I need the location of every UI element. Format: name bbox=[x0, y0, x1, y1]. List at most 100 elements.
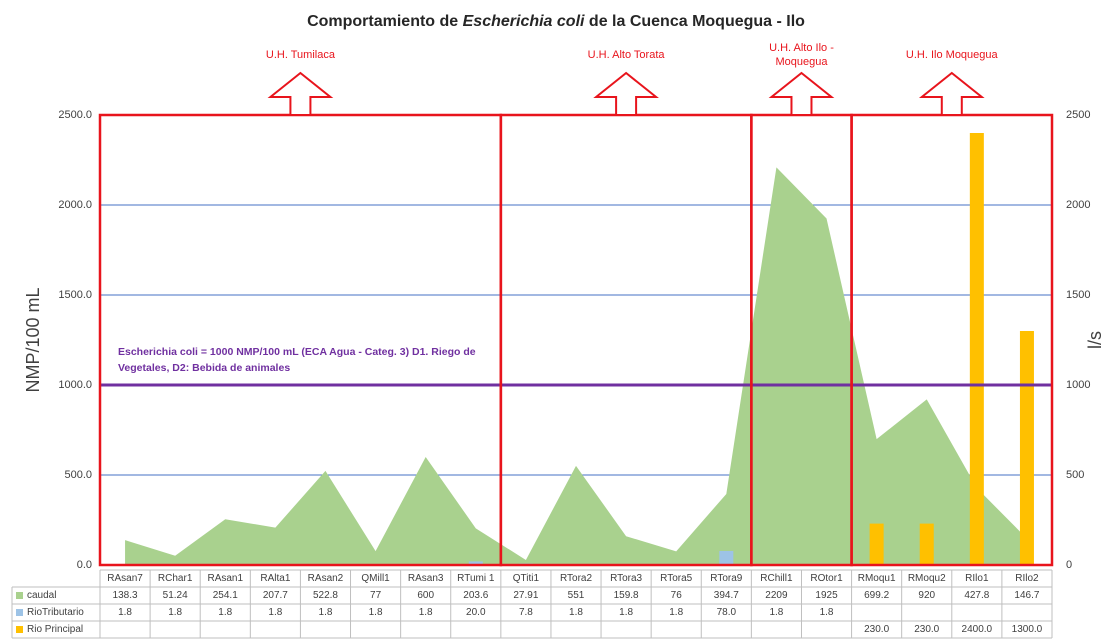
x-tick-label: RTora9 bbox=[710, 573, 742, 584]
y2-axis-label: l/s bbox=[1085, 331, 1105, 349]
title-part: Escherichia coli bbox=[463, 13, 585, 30]
region-arrow bbox=[918, 71, 985, 116]
chart-title: Comportamiento de Escherichia coli de la… bbox=[307, 13, 805, 30]
table-value: 230.0 bbox=[914, 624, 939, 635]
x-tick-label: RIlo2 bbox=[1015, 573, 1039, 584]
table-value: 1.8 bbox=[769, 607, 783, 618]
bar bbox=[1019, 331, 1034, 565]
table-value: 207.7 bbox=[263, 590, 288, 601]
y-tick-label: 1000.0 bbox=[58, 379, 92, 391]
data-table: RAsan7 RChar1 RAsan1 RAlta1 RAsan2 QMill1 RAsa… bbox=[11, 569, 1053, 639]
x-tick-label: RTumi 1 bbox=[457, 573, 495, 584]
x-tick-label: ROtor1 bbox=[810, 573, 843, 584]
table-value: 1.8 bbox=[619, 607, 633, 618]
table-value: 1.8 bbox=[669, 607, 683, 618]
bar bbox=[919, 523, 934, 565]
table-value: 920 bbox=[918, 590, 935, 601]
x-tick-label: RAsan1 bbox=[207, 573, 243, 584]
table-value: 1.8 bbox=[419, 607, 433, 618]
bar bbox=[969, 133, 984, 565]
y2-tick-label: 1500 bbox=[1066, 289, 1090, 301]
table-value: 76 bbox=[671, 590, 683, 601]
x-tick-label: RChill1 bbox=[760, 573, 793, 584]
x-tick-label: RMoqu1 bbox=[858, 573, 896, 584]
region-arrow bbox=[267, 71, 334, 116]
legend-swatch bbox=[16, 626, 23, 633]
bar bbox=[719, 550, 734, 565]
x-tick-label: QMill1 bbox=[361, 573, 390, 584]
threshold-label: Vegetales, D2: Bebida de animales bbox=[118, 362, 290, 374]
x-tick-label: RTora3 bbox=[610, 573, 642, 584]
x-tick-label: RAlta1 bbox=[260, 573, 290, 584]
bar bbox=[468, 561, 483, 565]
table-value: 427.8 bbox=[964, 590, 989, 601]
table-value: 699.2 bbox=[864, 590, 889, 601]
area bbox=[125, 167, 1027, 565]
table-value: 2209 bbox=[765, 590, 788, 601]
table-value: 1.8 bbox=[268, 607, 282, 618]
legend-swatch bbox=[16, 592, 23, 599]
table-value: 20.0 bbox=[466, 607, 486, 618]
legend-label: RioTributario bbox=[27, 607, 84, 618]
y-tick-label: 0.0 bbox=[77, 559, 92, 571]
table-value: 1.8 bbox=[218, 607, 232, 618]
table-value: 1.8 bbox=[118, 607, 132, 618]
table-value: 1.8 bbox=[820, 607, 834, 618]
table-value: 27.91 bbox=[513, 590, 538, 601]
y2-tick-label: 2500 bbox=[1066, 109, 1090, 121]
region-label: U.H. Ilo Moquegua bbox=[906, 49, 999, 61]
y-tick-label: 2500.0 bbox=[58, 109, 92, 121]
region-arrow bbox=[593, 71, 659, 116]
x-tick-label: RMoqu2 bbox=[908, 573, 946, 584]
x-tick-label: RTora2 bbox=[560, 573, 592, 584]
y-tick-label: 500.0 bbox=[64, 469, 92, 481]
table-value: 394.7 bbox=[714, 590, 739, 601]
y-tick-label: 2000.0 bbox=[58, 199, 92, 211]
y-axis-label: NMP/100 mL bbox=[23, 287, 43, 392]
table-value: 1925 bbox=[815, 590, 838, 601]
y2-tick-label: 1000 bbox=[1066, 379, 1090, 391]
region-label: Moquegua bbox=[775, 56, 828, 68]
table-value: 51.24 bbox=[163, 590, 188, 601]
table-value: 146.7 bbox=[1014, 590, 1039, 601]
table-value: 159.8 bbox=[614, 590, 639, 601]
threshold-label: Escherichia coli = 1000 NMP/100 mL (ECA … bbox=[118, 346, 476, 358]
y2-tick-label: 0 bbox=[1066, 559, 1072, 571]
x-tick-label: RChar1 bbox=[158, 573, 193, 584]
table-value: 254.1 bbox=[213, 590, 238, 601]
x-tick-label: QTiti1 bbox=[513, 573, 540, 584]
table-value: 1300.0 bbox=[1012, 624, 1043, 635]
x-tick-label: RTora5 bbox=[660, 573, 692, 584]
region-arrow bbox=[768, 71, 835, 116]
table-value: 551 bbox=[568, 590, 585, 601]
legend-label: caudal bbox=[27, 590, 56, 601]
table-value: 7.8 bbox=[519, 607, 533, 618]
bar bbox=[869, 523, 884, 565]
y2-tick-label: 500 bbox=[1066, 469, 1084, 481]
region-label: U.H. Tumilaca bbox=[266, 49, 336, 61]
table-value: 1.8 bbox=[168, 607, 182, 618]
x-tick-label: RAsan7 bbox=[107, 573, 143, 584]
table-value: 78.0 bbox=[717, 607, 737, 618]
legend-swatch bbox=[16, 609, 23, 616]
region-label: U.H. Alto Ilo - bbox=[769, 42, 834, 54]
title-part: de la Cuenca Moquegua - Ilo bbox=[584, 13, 805, 30]
table-value: 1.8 bbox=[369, 607, 383, 618]
y2-tick-label: 2000 bbox=[1066, 199, 1090, 211]
legend-label: Rio Principal bbox=[27, 624, 83, 635]
table-value: 230.0 bbox=[864, 624, 889, 635]
table-value: 2400.0 bbox=[962, 624, 993, 635]
table-value: 1.8 bbox=[569, 607, 583, 618]
x-tick-label: RAsan3 bbox=[408, 573, 444, 584]
table-value: 203.6 bbox=[463, 590, 488, 601]
y-tick-label: 1500.0 bbox=[58, 289, 92, 301]
table-value: 600 bbox=[417, 590, 434, 601]
x-tick-label: RAsan2 bbox=[308, 573, 344, 584]
title-part: Comportamiento de bbox=[307, 13, 463, 30]
table-value: 522.8 bbox=[313, 590, 338, 601]
table-value: 77 bbox=[370, 590, 382, 601]
table-value: 1.8 bbox=[319, 607, 333, 618]
table-value: 138.3 bbox=[113, 590, 138, 601]
x-tick-label: RIlo1 bbox=[965, 573, 989, 584]
